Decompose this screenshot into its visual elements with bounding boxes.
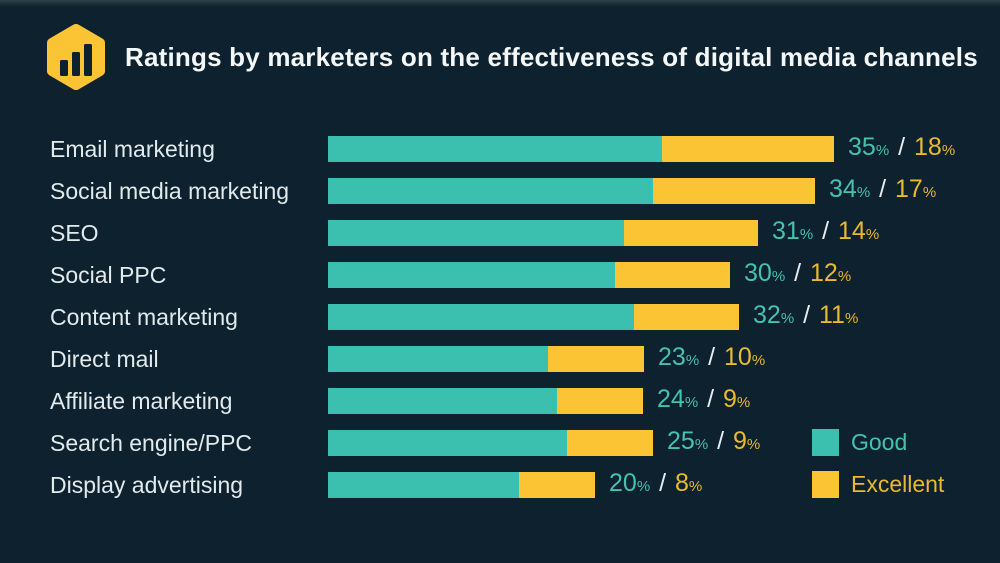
category-label: Content marketing (50, 304, 238, 330)
bar-segment-excellent (567, 430, 653, 456)
bar-segment-good (328, 262, 615, 288)
excellent-value: 8% (675, 469, 703, 497)
excellent-value: 9% (733, 427, 761, 455)
bar-segment-excellent (624, 220, 758, 246)
chart-row: Email marketing 35% / 18% (50, 134, 955, 164)
bar-segment-good (328, 388, 557, 414)
good-value: 30% (744, 259, 786, 287)
good-value: 34% (829, 175, 871, 203)
excellent-value: 17% (895, 175, 937, 203)
value-label: 30% / 12% (744, 260, 851, 290)
category-label: Social PPC (50, 262, 167, 288)
bar-segment-good (328, 430, 567, 456)
value-separator: / (872, 175, 893, 203)
value-label: 31% / 14% (772, 218, 879, 248)
category-label: Search engine/PPC (50, 430, 253, 456)
chart-row: Affiliate marketing 24% / 9% (50, 386, 955, 416)
legend-item-excellent: Excellent (812, 471, 944, 498)
excellent-value: 10% (724, 343, 766, 371)
bar-segment-good (328, 220, 624, 246)
excellent-value: 18% (914, 133, 956, 161)
category-label: Display advertising (50, 472, 244, 498)
chart-row: Content marketing 32% / 11% (50, 302, 955, 332)
value-separator: / (700, 385, 721, 413)
category-label: Direct mail (50, 346, 159, 372)
category-label: Social media marketing (50, 178, 290, 204)
excellent-value: 12% (810, 259, 852, 287)
stacked-bar (328, 136, 834, 162)
stacked-bar (328, 430, 653, 456)
legend-item-good: Good (812, 429, 944, 456)
value-separator: / (796, 301, 817, 329)
bar-segment-good (328, 472, 519, 498)
value-label: 35% / 18% (848, 134, 955, 164)
bar-segment-excellent (662, 136, 834, 162)
good-value: 31% (772, 217, 814, 245)
stacked-bar (328, 304, 739, 330)
chart-row: Social media marketing 34% / 17% (50, 176, 955, 206)
bar-segment-excellent (653, 178, 815, 204)
value-separator: / (787, 259, 808, 287)
bar-chart-hexagon-icon (47, 24, 105, 90)
chart-row: Display advertising 20% / 8% (50, 470, 955, 500)
category-label: Email marketing (50, 136, 215, 162)
value-label: 24% / 9% (657, 386, 750, 416)
category-label: Affiliate marketing (50, 388, 233, 414)
excellent-value: 14% (838, 217, 880, 245)
excellent-swatch-icon (812, 471, 839, 498)
stacked-bar (328, 178, 815, 204)
value-label: 20% / 8% (609, 470, 702, 500)
legend-label-excellent: Excellent (851, 471, 945, 497)
chart-row: Social PPC 30% / 12% (50, 260, 955, 290)
chart-row: Direct mail 23% / 10% (50, 344, 955, 374)
good-value: 35% (848, 133, 890, 161)
value-separator: / (652, 469, 673, 497)
bar-segment-excellent (615, 262, 730, 288)
bar-segment-good (328, 136, 662, 162)
page-title: Ratings by marketers on the effectivenes… (125, 41, 978, 72)
bar-segment-excellent (519, 472, 595, 498)
legend-label-good: Good (851, 429, 908, 455)
excellent-value: 11% (819, 301, 859, 329)
stacked-bar (328, 388, 643, 414)
good-value: 24% (657, 385, 699, 413)
good-swatch-icon (812, 429, 839, 456)
value-separator: / (891, 133, 912, 161)
value-label: 23% / 10% (658, 344, 765, 374)
bar-segment-excellent (548, 346, 644, 372)
good-value: 20% (609, 469, 651, 497)
value-separator: / (710, 427, 731, 455)
good-value: 23% (658, 343, 700, 371)
bar-chart: Email marketing 35% / 18% Social media m… (50, 134, 955, 514)
bar-segment-excellent (634, 304, 739, 330)
good-value: 32% (753, 301, 795, 329)
excellent-value: 9% (723, 385, 751, 413)
bar-segment-good (328, 178, 653, 204)
stacked-bar (328, 346, 644, 372)
chart-row: SEO 31% / 14% (50, 218, 955, 248)
good-value: 25% (667, 427, 709, 455)
category-label: SEO (50, 220, 99, 246)
value-label: 34% / 17% (829, 176, 936, 206)
stacked-bar (328, 472, 595, 498)
chart-row: Search engine/PPC 25% / 9% (50, 428, 955, 458)
bar-segment-excellent (557, 388, 643, 414)
legend: Good Excellent (812, 429, 944, 498)
value-separator: / (701, 343, 722, 371)
header: Ratings by marketers on the effectivenes… (47, 24, 978, 90)
value-label: 32% / 11% (753, 302, 858, 332)
stacked-bar (328, 262, 730, 288)
value-label: 25% / 9% (667, 428, 760, 458)
bar-segment-good (328, 346, 548, 372)
bar-segment-good (328, 304, 634, 330)
stacked-bar (328, 220, 758, 246)
value-separator: / (815, 217, 836, 245)
